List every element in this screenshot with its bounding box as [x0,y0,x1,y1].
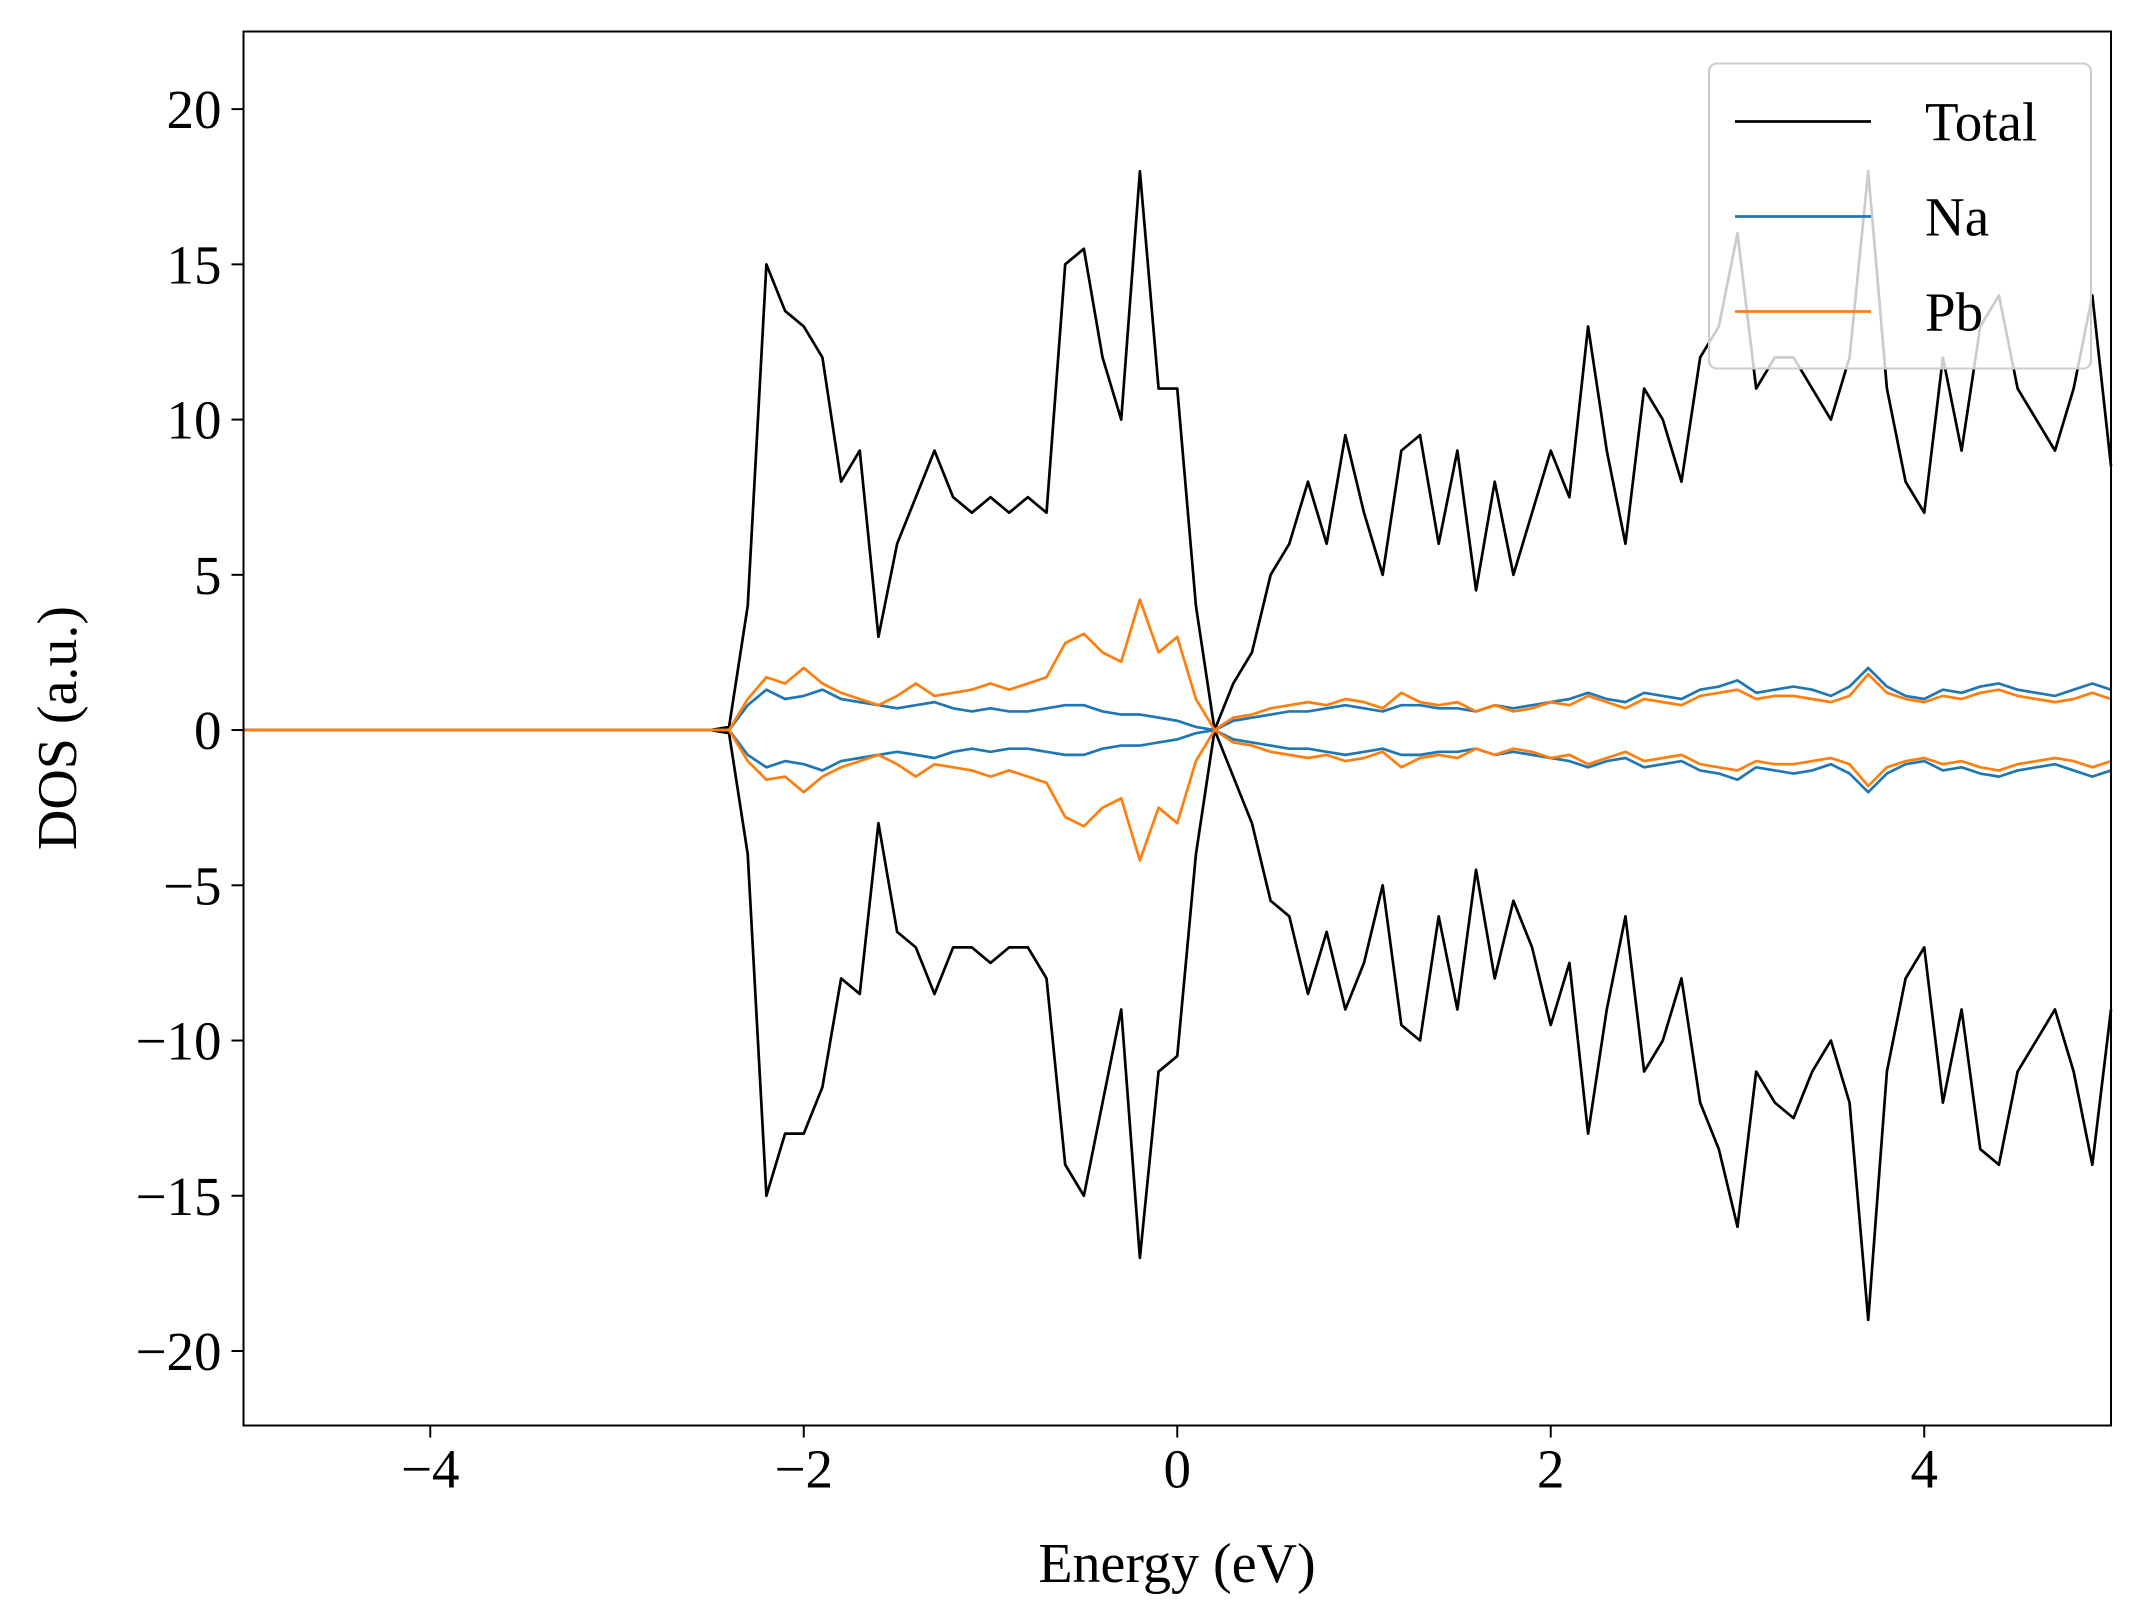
y-tick-label: 10 [167,390,222,451]
dos-line [243,728,2112,862]
x-tick-label: 0 [1164,1439,1192,1500]
y-tick-label: −5 [163,855,222,916]
y-tick-label: −20 [135,1321,221,1382]
legend-label: Na [1925,187,1989,248]
legend-box [1708,62,2092,370]
dos-line [243,728,2112,794]
legend-label: Total [1925,92,2037,153]
dos-line [243,598,2112,732]
y-axis-label: DOS (a.u.) [27,606,89,850]
x-tick-label: −2 [774,1439,833,1500]
y-tick-label: 20 [167,79,222,140]
x-tick-label: 4 [1911,1439,1939,1500]
y-tick-label: −15 [135,1166,221,1227]
legend-label: Pb [1925,282,1983,343]
x-tick-label: −4 [401,1439,460,1500]
y-tick-label: 5 [194,545,222,606]
x-tick-label: 2 [1537,1439,1565,1500]
y-tick-label: 0 [194,700,222,761]
legend: Total Na Pb [1708,62,2092,370]
dos-line [243,666,2112,732]
y-tick-label: 15 [167,234,222,295]
x-axis-label: Energy (eV) [1038,1533,1315,1595]
y-tick-label: −10 [135,1011,221,1072]
